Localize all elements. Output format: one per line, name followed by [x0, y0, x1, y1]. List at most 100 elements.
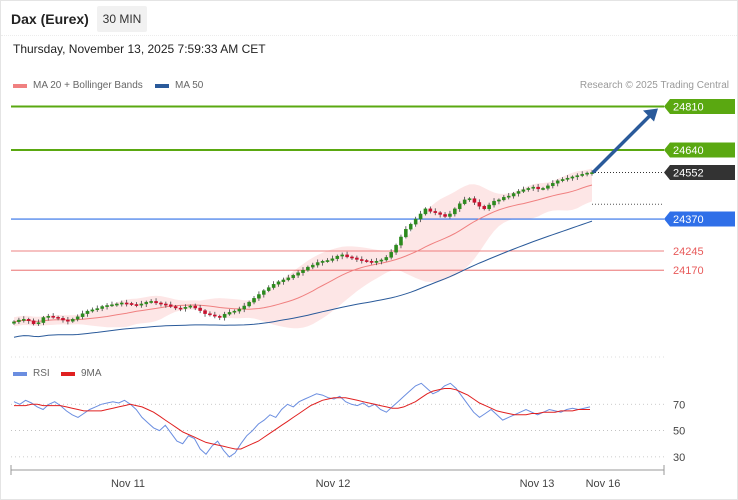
candle-body — [541, 188, 545, 190]
interval-badge[interactable]: 30 MIN — [97, 6, 147, 32]
candle-body — [178, 307, 183, 310]
candle — [330, 255, 335, 263]
candle — [516, 189, 521, 197]
candle — [443, 212, 447, 219]
candle-body — [124, 302, 129, 305]
candle — [467, 197, 472, 202]
legend-rsi-ma: 9MA — [61, 368, 102, 379]
level-tag-bg — [664, 142, 735, 158]
legend-ma20-label: MA 20 + Bollinger Bands — [33, 80, 143, 91]
candle-body — [306, 266, 310, 271]
candle-body — [580, 174, 584, 176]
candle-body — [22, 319, 26, 321]
level-label-24245: 24245 — [673, 246, 704, 258]
candle-body — [222, 313, 227, 318]
candle-body — [472, 198, 477, 203]
candle — [453, 207, 457, 217]
candle-body — [183, 307, 188, 309]
candle-body — [585, 172, 589, 175]
candle-body — [61, 318, 65, 321]
candle-body — [232, 310, 237, 313]
level-tag-bg — [664, 165, 735, 181]
candle — [521, 186, 526, 193]
candle-body — [575, 175, 580, 178]
candle-body — [448, 213, 452, 217]
candle-body — [252, 298, 256, 303]
candle-body — [262, 290, 266, 295]
candle-body — [438, 212, 442, 215]
candle — [154, 298, 158, 305]
candle-body — [404, 229, 408, 238]
candle-body — [487, 204, 491, 210]
candle-body — [423, 208, 428, 215]
timestamp: Thursday, November 13, 2025 7:59:33 AM C… — [13, 42, 266, 56]
ma20-line — [13, 184, 593, 323]
rsi-line — [13, 382, 591, 458]
candle — [311, 262, 315, 270]
candle-body — [482, 206, 487, 210]
candle-body — [389, 252, 393, 258]
candle — [110, 301, 114, 308]
candle — [85, 309, 90, 317]
candle-body — [536, 186, 540, 190]
candle-body — [384, 257, 389, 261]
ma50-swatch — [155, 83, 169, 88]
candle — [526, 186, 531, 192]
candle — [511, 191, 516, 199]
candle-body — [374, 261, 379, 263]
candle-body — [71, 319, 75, 322]
candle-body — [159, 302, 163, 305]
candle — [198, 304, 202, 314]
candle-body — [467, 198, 472, 201]
candle-body — [325, 260, 330, 262]
candle-body — [369, 261, 374, 263]
candle — [22, 316, 26, 323]
candle-body — [394, 244, 398, 253]
candle-body — [227, 312, 232, 315]
candle-body — [257, 294, 261, 299]
candle — [286, 274, 291, 282]
level-label-24810: 24810 — [673, 102, 704, 114]
candle-body — [364, 260, 369, 262]
candle — [477, 199, 482, 210]
candle — [56, 315, 60, 321]
candle — [301, 267, 305, 276]
candle-body — [208, 313, 212, 316]
candle — [217, 314, 222, 321]
candle — [296, 270, 300, 278]
candle — [482, 204, 487, 211]
candle-body — [570, 176, 575, 179]
candle — [565, 175, 570, 182]
candle-body — [335, 255, 340, 259]
candle — [570, 175, 575, 181]
candle-body — [168, 304, 173, 307]
candle — [320, 259, 325, 266]
candle-body — [95, 308, 100, 311]
candle-body — [555, 180, 560, 184]
candle — [399, 234, 403, 249]
candle-body — [291, 275, 295, 279]
candle — [394, 243, 398, 255]
candle-body — [477, 202, 482, 207]
candle-body — [12, 321, 16, 324]
candle-body — [315, 262, 320, 266]
candle — [531, 184, 535, 191]
candle-body — [531, 186, 535, 189]
candle — [384, 255, 389, 262]
candle-body — [526, 188, 531, 190]
candle-body — [521, 189, 526, 192]
candle-body — [516, 191, 521, 194]
level-tag-bg — [664, 211, 735, 227]
candle-body — [66, 319, 70, 322]
candle — [423, 207, 428, 216]
candle-body — [457, 203, 462, 210]
legend-rsi: RSI — [13, 368, 50, 379]
candle — [134, 302, 139, 308]
candle — [31, 318, 36, 326]
candle — [144, 300, 149, 308]
candle — [149, 299, 153, 304]
rsi-swatch — [13, 371, 27, 376]
candle — [448, 210, 452, 219]
candle-body — [413, 218, 418, 225]
candle — [555, 179, 560, 187]
